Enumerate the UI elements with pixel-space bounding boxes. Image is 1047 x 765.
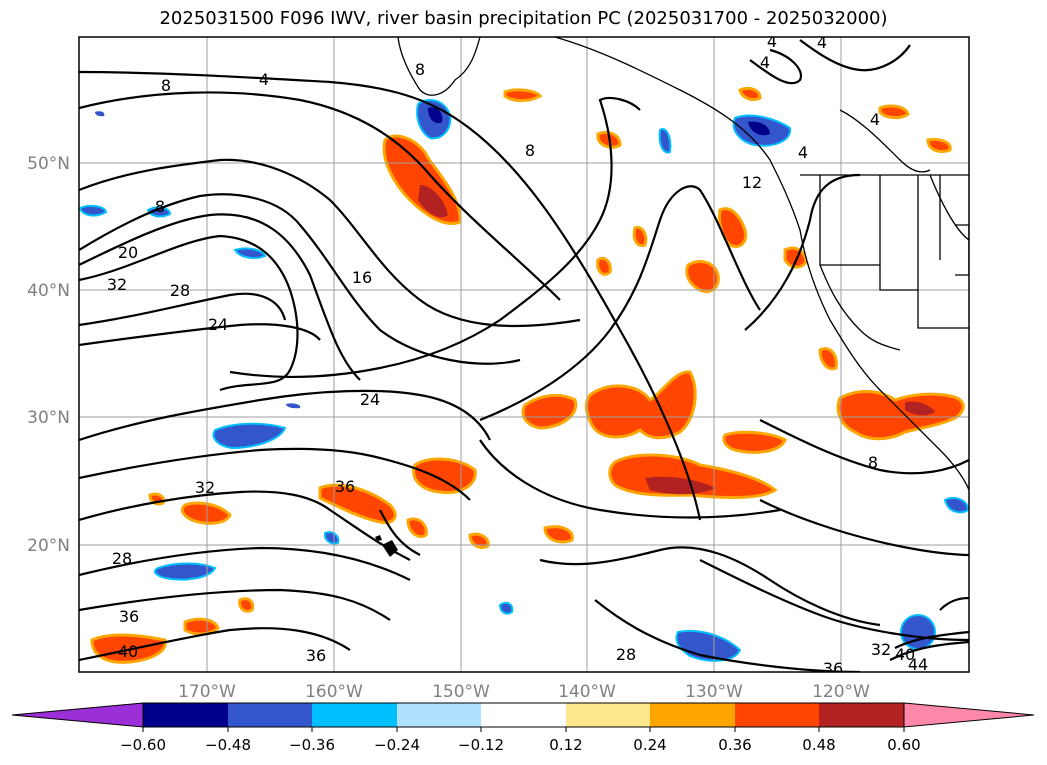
contour-label: 24 [360, 390, 380, 409]
contour-label: 40 [118, 642, 138, 661]
colorbar-tick-label: 0.48 [802, 736, 835, 754]
colorbar: −0.60 −0.48 −0.36 −0.24 −0.12 0.12 0.24 … [11, 702, 1035, 754]
contour-label: 44 [908, 655, 928, 674]
contour-label: 28 [112, 549, 132, 568]
colorbar-tick-label: −0.36 [289, 736, 335, 754]
contour-label: 16 [352, 268, 372, 287]
lon-label: 160°W [305, 682, 363, 702]
contour-label: 4 [817, 33, 827, 52]
contour-label: 32 [107, 275, 127, 294]
lon-label: 170°W [178, 682, 236, 702]
lat-label: 30°N [27, 408, 70, 428]
colorbar-swatch [143, 703, 228, 727]
contour-label: 20 [118, 243, 138, 262]
colorbar-swatch [650, 703, 735, 727]
hawaii-island [382, 540, 398, 557]
contour-label: 36 [823, 659, 843, 678]
contour-label: 8 [161, 76, 171, 95]
contour-label: 8 [868, 453, 878, 472]
contour-label: 4 [870, 110, 880, 129]
colorbar-tick-label: −0.12 [458, 736, 504, 754]
contour-label: 4 [259, 70, 269, 89]
colorbar-tick-label: −0.24 [374, 736, 420, 754]
hawaii-island [375, 535, 382, 541]
contour-label: 28 [616, 645, 636, 664]
colorbar-ticks [142, 727, 905, 732]
colorbar-extend-low [11, 702, 144, 728]
contour-label: 12 [742, 173, 762, 192]
colorbar-extend-high [903, 702, 1035, 728]
contour-label: 36 [119, 607, 139, 626]
contour-label: 32 [871, 640, 891, 659]
colorbar-swatch [819, 703, 904, 727]
contour-label-group: 8 4 8 20 32 28 24 16 24 32 36 28 36 40 3… [107, 32, 928, 678]
iwv-contours [79, 39, 969, 672]
contour-label: 32 [195, 478, 215, 497]
colorbar-swatch [481, 703, 566, 727]
contour-label: 28 [170, 281, 190, 300]
lat-label: 20°N [27, 536, 70, 556]
contour-label: 36 [306, 646, 326, 665]
latitude-labels: 50°N 40°N 30°N 20°N [27, 154, 70, 556]
contour-label: 8 [155, 197, 165, 216]
colorbar-tick-label: 0.12 [549, 736, 582, 754]
colorbar-swatch [397, 703, 481, 727]
lon-label: 150°W [432, 682, 490, 702]
plot-frame [78, 36, 970, 673]
contour-label: 36 [335, 477, 355, 496]
longitude-labels: 170°W 160°W 150°W 140°W 130°W 120°W [178, 682, 870, 702]
colorbar-tick-label: 0.60 [887, 736, 920, 754]
lat-label: 40°N [27, 281, 70, 301]
lat-label: 50°N [27, 154, 70, 174]
colorbar-swatch [735, 703, 819, 727]
contour-label: 24 [208, 315, 228, 334]
colorbar-frame [142, 702, 905, 728]
colorbar-tick-label: 0.36 [718, 736, 751, 754]
lon-label: 140°W [558, 682, 616, 702]
colorbar-swatch [228, 703, 312, 727]
colorbar-tick-label: 0.24 [633, 736, 666, 754]
contour-label: 4 [798, 143, 808, 162]
lon-label: 130°W [685, 682, 743, 702]
contour-label: 8 [525, 141, 535, 160]
colorbar-tick-label: −0.60 [120, 736, 166, 754]
contour-label: 40 [895, 645, 915, 664]
contour-label: 4 [760, 53, 770, 72]
coastlines [397, 37, 969, 491]
lon-label: 120°W [812, 682, 870, 702]
colorbar-swatch [312, 703, 397, 727]
contour-label: 4 [767, 32, 777, 51]
contour-label: 8 [415, 60, 425, 79]
colorbar-swatch [566, 703, 650, 727]
colorbar-tick-label: −0.48 [205, 736, 251, 754]
map-title: 2025031500 F096 IWV, river basin precipi… [159, 8, 888, 29]
